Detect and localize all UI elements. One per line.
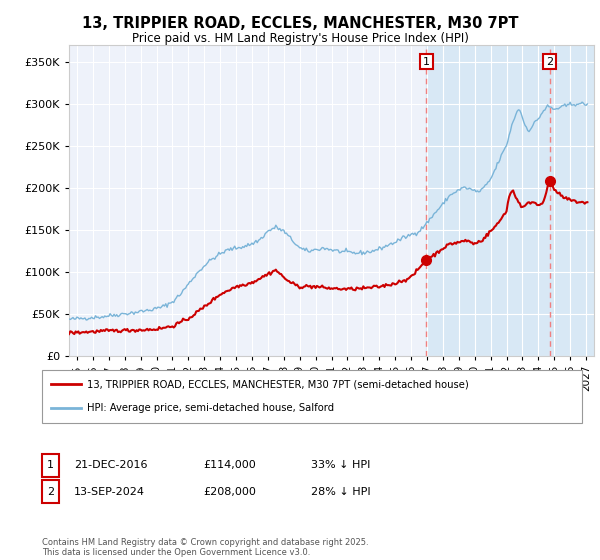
Text: 13, TRIPPIER ROAD, ECCLES, MANCHESTER, M30 7PT: 13, TRIPPIER ROAD, ECCLES, MANCHESTER, M… — [82, 16, 518, 31]
Text: 1: 1 — [47, 460, 54, 470]
Bar — [427, 45, 594, 356]
Text: 13-SEP-2024: 13-SEP-2024 — [74, 487, 145, 497]
Text: £208,000: £208,000 — [203, 487, 256, 497]
Text: Price paid vs. HM Land Registry's House Price Index (HPI): Price paid vs. HM Land Registry's House … — [131, 32, 469, 45]
Text: 2: 2 — [47, 487, 54, 497]
Text: 21-DEC-2016: 21-DEC-2016 — [74, 460, 148, 470]
Text: 2: 2 — [546, 57, 553, 67]
Text: 13, TRIPPIER ROAD, ECCLES, MANCHESTER, M30 7PT (semi-detached house): 13, TRIPPIER ROAD, ECCLES, MANCHESTER, M… — [87, 380, 469, 390]
Text: 1: 1 — [423, 57, 430, 67]
Text: £114,000: £114,000 — [203, 460, 256, 470]
Text: Contains HM Land Registry data © Crown copyright and database right 2025.
This d: Contains HM Land Registry data © Crown c… — [42, 538, 368, 557]
Text: 28% ↓ HPI: 28% ↓ HPI — [311, 487, 370, 497]
Text: 33% ↓ HPI: 33% ↓ HPI — [311, 460, 370, 470]
Text: HPI: Average price, semi-detached house, Salford: HPI: Average price, semi-detached house,… — [87, 403, 334, 413]
